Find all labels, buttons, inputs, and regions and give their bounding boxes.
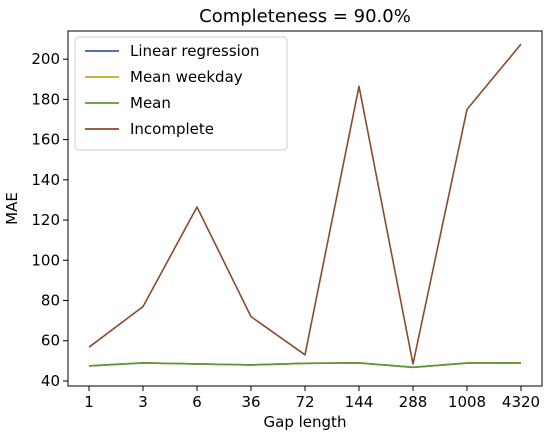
chart-title: Completeness = 90.0% [199,6,411,27]
y-tick-label: 80 [41,292,60,310]
y-tick-label: 140 [31,171,60,189]
x-tick-label: 72 [295,393,314,411]
y-tick-label: 60 [41,332,60,350]
x-axis: 1 3 6 36 72 144 288 1008 4320 [84,386,540,411]
y-tick-label: 160 [31,131,60,149]
y-axis-label: MAE [3,192,21,225]
x-tick-label: 288 [399,393,428,411]
x-tick-label: 144 [345,393,374,411]
legend-box [74,36,288,151]
legend-label: Mean [130,94,171,112]
x-tick-label: 1 [84,393,94,411]
x-tick-label: 6 [192,393,202,411]
y-tick-label: 200 [31,50,60,68]
plot-frame [67,30,543,387]
series-line-mean [88,362,522,369]
plot-area [88,43,522,369]
legend-label: Incomplete [130,120,214,138]
series-line-incomplete [88,43,522,365]
legend-label: Mean weekday [130,68,243,86]
y-tick-label: 40 [41,372,60,390]
legend-label: Linear regression [130,42,260,60]
y-axis: 40 60 80 100 120 140 160 180 200 [31,50,68,390]
legend: Linear regression Mean weekday Mean Incompl… [74,36,288,151]
x-tick-label: 3 [138,393,148,411]
x-tick-label: 1008 [448,393,486,411]
y-tick-label: 180 [31,90,60,108]
x-tick-label: 36 [241,393,260,411]
x-axis-label: Gap length [264,413,347,431]
y-tick-label: 120 [31,211,60,229]
y-tick-label: 100 [31,251,60,269]
x-tick-label: 4320 [502,393,540,411]
